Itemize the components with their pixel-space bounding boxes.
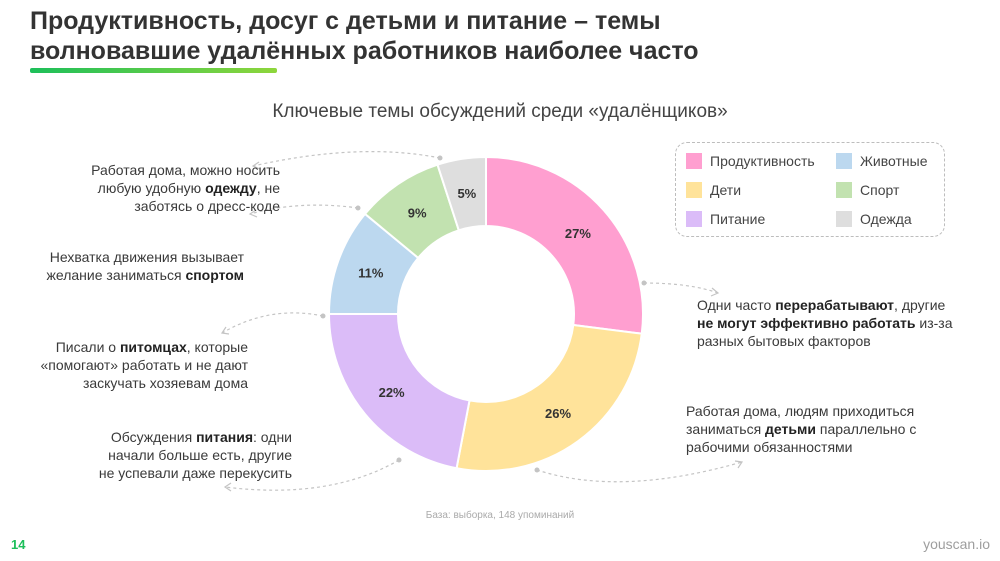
annotation-kids-text-4: рабочими обязанностями (686, 439, 853, 455)
annotation-sport: Нехватка движения вызывает желание заним… (20, 248, 244, 284)
annotation-productivity-text-1: Одни часто (697, 297, 776, 313)
slice-label-pets: 11% (358, 266, 384, 281)
legend-swatch-productivity (686, 153, 702, 169)
connector-dot-pets (320, 313, 326, 319)
chart-legend: Продуктивность Животные Дети Спорт Питан… (675, 142, 945, 237)
annotation-kids: Работая дома, людям приходиться занимать… (686, 402, 986, 456)
slide-headline: Продуктивность, досуг с детьми и питание… (30, 6, 970, 66)
slice-clothing (436, 155, 487, 232)
slice-food (327, 313, 471, 470)
legend-label-pets: Животные (860, 153, 928, 169)
source-footnote: База: выборка, 148 упоминаний (425, 510, 575, 521)
legend-item-food: Питание (686, 211, 765, 227)
legend-item-clothing: Одежда (836, 211, 912, 227)
annotation-sport-text-2: желание заниматься (46, 267, 186, 283)
legend-item-pets: Животные (836, 153, 928, 169)
annotation-food-text-2: : одни (253, 429, 292, 445)
slice-label-sport: 9% (408, 206, 427, 221)
legend-item-kids: Дети (686, 182, 741, 198)
annotation-kids-text-3: параллельно с (815, 421, 917, 437)
annotation-clothing-text-4: заботясь о дресс-коде (134, 198, 280, 214)
annotation-pets-bold: питомцах (119, 339, 187, 355)
annotation-kids-bold: детьми (765, 421, 816, 437)
annotation-pets-text-4: заскучать хозяевам дома (82, 375, 248, 391)
slice-label-productivity: 27% (565, 226, 591, 241)
annotation-productivity-text-3: из-за (915, 315, 953, 331)
legend-swatch-clothing (836, 211, 852, 227)
annotation-kids-text-2: заниматься (686, 421, 766, 437)
connector-productivity (643, 282, 719, 294)
legend-item-sport: Спорт (836, 182, 899, 198)
connector-dot-food (396, 457, 402, 463)
annotation-clothing-text-2: любую удобную (97, 180, 206, 196)
legend-swatch-pets (836, 153, 852, 169)
annotation-food-text-4: не успевали даже перекусить (98, 465, 292, 481)
connector-arrow-sport (248, 209, 258, 218)
annotation-clothing-text-3: , не (256, 180, 280, 196)
annotation-pets: Писали о питомцах, которые «помогают» ра… (20, 338, 248, 392)
slice-label-food: 22% (379, 385, 405, 400)
headline-line-2: волновавшие удалённых работников наиболе… (30, 37, 699, 65)
connector-sport (249, 204, 359, 215)
legend-label-clothing: Одежда (860, 211, 912, 227)
connector-clothing (252, 151, 441, 167)
annotation-pets-text-3: «помогают» работать и не дают (40, 357, 248, 373)
annotation-productivity-text-2: , другие (894, 297, 946, 313)
annotation-food-bold: питания (196, 429, 254, 445)
accent-bar (30, 68, 277, 73)
annotation-clothing: Работая дома, можно носить любую удобную… (40, 161, 280, 215)
connector-arrow-kids (734, 460, 744, 469)
connector-dot-kids (534, 467, 540, 473)
slice-label-clothing: 5% (457, 186, 476, 201)
legend-swatch-food (686, 211, 702, 227)
connector-arrow-food (223, 482, 232, 492)
legend-label-productivity: Продуктивность (710, 153, 815, 169)
annotation-clothing-text-1: Работая дома, можно носить (91, 162, 280, 178)
annotation-food-text-3: начали больше есть, другие (108, 447, 292, 463)
slice-kids (455, 323, 643, 472)
connector-arrow-clothing (251, 161, 261, 170)
legend-label-kids: Дети (710, 182, 742, 198)
annotation-productivity-text-4: разных бытовых факторов (697, 333, 871, 349)
connector-dot-clothing (437, 155, 443, 161)
annotation-pets-text-1: Писали о (55, 339, 120, 355)
slice-label-kids: 26% (545, 406, 571, 421)
legend-swatch-kids (686, 182, 702, 198)
annotation-sport-text-1: Нехватка движения вызывает (49, 249, 244, 265)
annotation-sport-bold: спортом (185, 267, 244, 283)
annotation-clothing-bold: одежду (205, 180, 257, 196)
headline-line-1: Продуктивность, досуг с детьми и питание… (30, 7, 661, 35)
annotation-productivity-bold-1: перерабатывают (775, 297, 895, 313)
annotation-productivity: Одни часто перерабатывают, другие не мог… (697, 296, 987, 350)
annotation-kids-text-1: Работая дома, людям приходиться (686, 403, 915, 419)
brand-name: youscan.io (923, 536, 990, 552)
annotation-food-text-1: Обсуждения (110, 429, 197, 445)
connector-food (224, 459, 400, 491)
chart-title: Ключевые темы обсуждений среди «удалёнщи… (272, 101, 728, 122)
legend-item-productivity: Продуктивность (686, 153, 815, 169)
slice-productivity (485, 155, 644, 335)
annotation-pets-text-2: , которые (186, 339, 248, 355)
connector-arrow-productivity (710, 287, 720, 297)
legend-label-food: Питание (710, 211, 766, 227)
annotation-food: Обсуждения питания: одни начали больше е… (60, 428, 292, 482)
connector-dot-sport (355, 205, 361, 211)
page-number: 14 (11, 537, 26, 552)
connector-dot-productivity (641, 280, 647, 286)
legend-label-sport: Спорт (860, 182, 900, 198)
legend-swatch-sport (836, 182, 852, 198)
connector-arrow-pets (220, 326, 230, 335)
annotation-productivity-bold-2: не могут эффективно работать (697, 315, 916, 331)
